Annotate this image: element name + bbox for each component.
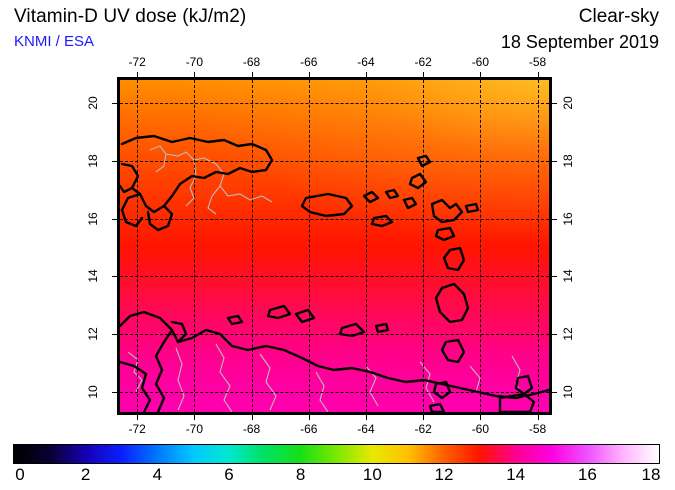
colorbar-tick-labels: 0 2 4 6 8 10 12 14 16 18 [13,465,660,484]
axis-label-right: 10 [561,385,575,399]
axis-tick-top [251,72,253,77]
colorbar-tick-label: 16 [577,465,597,484]
axis-tick-right [552,334,557,336]
axis-label-top: -72 [128,55,146,69]
coastline-lines [120,134,549,412]
colorbar-tick-label: 0 [15,465,25,484]
colorbar-tick-label: 14 [506,465,526,484]
colorbar-tick-label: 6 [224,465,234,484]
axis-tick-left [112,276,117,278]
uv-dose-heatmap-field [120,80,549,412]
axis-label-left: 10 [86,385,100,399]
axis-label-left: 14 [86,269,100,283]
axis-label-bottom: -60 [471,422,490,436]
axis-tick-top [365,72,367,77]
axis-tick-top [423,72,425,77]
date-label: 18 September 2019 [500,32,659,52]
header: Vitamin-D UV dose (kJ/m2) KNMI / ESA Cle… [0,0,675,62]
axis-label-right: 20 [561,96,575,110]
axis-label-right: 12 [561,327,575,341]
axis-tick-bottom [137,415,139,420]
axis-tick-top [137,72,139,77]
axis-tick-left [112,391,117,393]
axis-label-top: -70 [185,55,204,69]
axis-label-right: 14 [561,269,575,283]
axis-label-left: 18 [86,154,100,168]
colorbar: 0 2 4 6 8 10 12 14 16 18 [13,444,660,484]
map-plot-area [117,77,552,415]
axis-tick-right [552,160,557,162]
axis-label-right: 18 [561,154,575,168]
axis-tick-right [552,391,557,393]
axis-tick-right [552,218,557,220]
axis-label-top: -64 [357,55,375,69]
colorbar-tick-label: 8 [295,465,306,484]
page-title: Vitamin-D UV dose (kJ/m2) [14,6,247,27]
colorbar-gradient [13,444,660,464]
axis-tick-left [112,218,117,220]
axis-label-top: -58 [528,55,547,69]
axis-tick-bottom [365,415,367,420]
axis-label-top: -60 [471,55,490,69]
colorbar-tick-label: 10 [362,465,382,484]
axis-label-bottom: -70 [185,422,204,436]
axis-tick-top [194,72,196,77]
colorbar-tick-label: 2 [80,465,91,484]
axis-tick-top [480,72,482,77]
axis-tick-left [112,103,117,105]
colorbar-tick-label: 12 [434,465,454,484]
axis-tick-top [537,72,539,77]
axis-tick-top [308,72,310,77]
colorbar-tick-label: 4 [152,465,163,484]
axis-tick-right [552,103,557,105]
axis-tick-bottom [251,415,253,420]
axis-tick-left [112,160,117,162]
coastline-overlay [120,134,549,412]
axis-label-bottom: -66 [300,422,318,436]
axis-label-top: -62 [414,55,432,69]
colorbar-tick-label: 18 [641,465,661,484]
axis-tick-left [112,334,117,336]
axis-label-left: 12 [86,327,100,341]
axis-label-bottom: -72 [128,422,146,436]
axis-label-right: 16 [561,211,575,226]
axis-label-bottom: -64 [357,422,375,436]
axis-tick-bottom [308,415,310,420]
axis-label-top: -66 [300,55,318,69]
axis-label-left: 20 [86,96,100,110]
axis-label-bottom: -68 [242,422,261,436]
agency-credit: KNMI / ESA [14,33,95,50]
map-frame-border [117,77,552,415]
axis-label-bottom: -62 [414,422,432,436]
axis-tick-bottom [423,415,425,420]
axis-tick-bottom [194,415,196,420]
sky-condition-label: Clear-sky [578,6,659,27]
axis-tick-bottom [480,415,482,420]
axis-label-top: -68 [242,55,261,69]
axis-label-bottom: -58 [528,422,547,436]
axis-tick-bottom [537,415,539,420]
axis-tick-right [552,276,557,278]
axis-label-left: 16 [86,211,100,226]
